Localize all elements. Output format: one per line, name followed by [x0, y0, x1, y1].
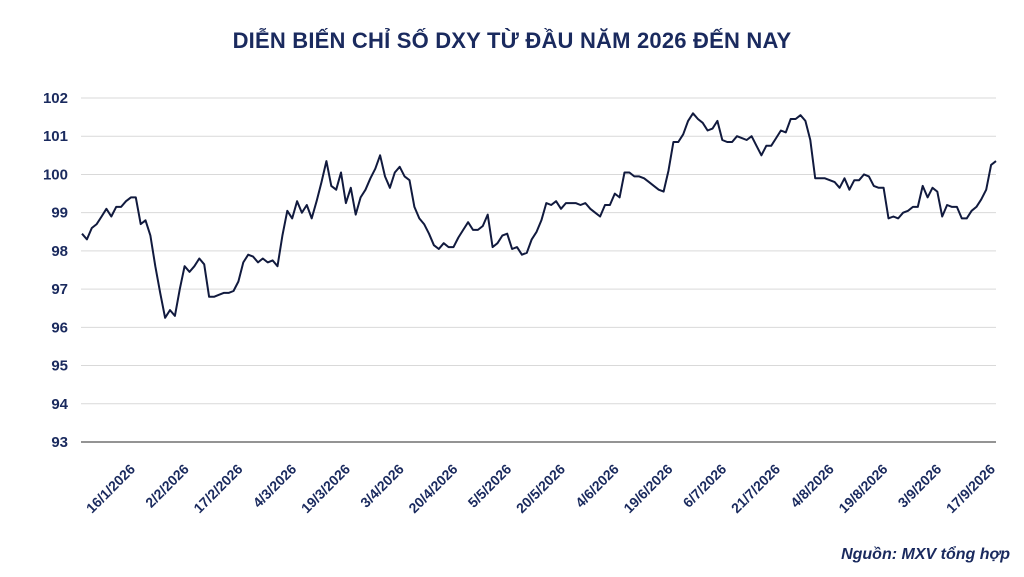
x-tick-label: 4/3/2026	[250, 461, 300, 511]
y-tick-label: 95	[51, 358, 68, 375]
x-tick-label: 2/2/2026	[142, 461, 192, 511]
x-tick-label: 21/7/2026	[728, 461, 784, 517]
y-tick-label: 98	[51, 243, 68, 260]
grid-lines	[81, 97, 996, 443]
source-note: Nguồn: MXV tổng hợp	[841, 546, 1010, 563]
y-tick-label: 99	[51, 205, 68, 222]
chart-title: DIỄN BIẾN CHỈ SỐ DXY TỪ ĐẦU NĂM 2026 ĐẾN…	[232, 28, 792, 53]
x-tick-label: 19/3/2026	[298, 461, 354, 517]
y-tick-label: 100	[43, 166, 68, 183]
y-tick-label: 94	[51, 396, 68, 413]
x-tick-label: 3/4/2026	[357, 461, 407, 511]
x-tick-label: 5/5/2026	[465, 461, 515, 511]
x-tick-label: 19/8/2026	[835, 461, 891, 517]
x-tick-label: 19/6/2026	[620, 461, 676, 517]
series-layer	[81, 112, 997, 319]
x-tick-label: 20/4/2026	[405, 461, 461, 517]
y-tick-label: 96	[51, 319, 68, 336]
x-tick-label: 6/7/2026	[680, 461, 730, 511]
y-tick-label: 102	[43, 90, 68, 107]
x-tick-label: 17/9/2026	[943, 461, 999, 517]
x-tick-label: 4/6/2026	[572, 461, 622, 511]
x-tick-label: 16/1/2026	[83, 461, 139, 517]
y-tick-label: 97	[51, 281, 68, 298]
x-tick-label: 3/9/2026	[895, 461, 945, 511]
y-tick-label: 93	[51, 434, 68, 451]
x-tick-label: 4/8/2026	[787, 461, 837, 511]
y-axis-tick-labels: 93 94 95 96 97 98 99 100 101 102	[43, 90, 69, 451]
y-tick-label: 101	[43, 128, 68, 145]
dxy-series-line	[81, 112, 997, 319]
x-tick-label: 20/5/2026	[513, 461, 569, 517]
x-tick-label: 17/2/2026	[190, 461, 246, 517]
